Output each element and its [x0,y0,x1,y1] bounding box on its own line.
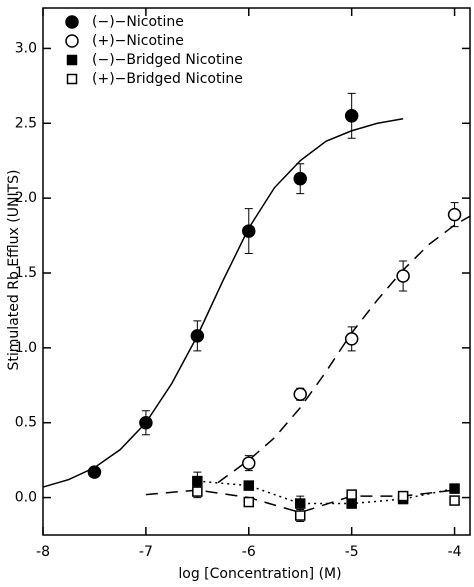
fit-curve [197,480,455,505]
y-tick-label: 1.0 [15,340,37,356]
x-tick-label: -8 [36,544,50,560]
fit-curve [217,215,471,484]
fit-curve [42,118,404,488]
point [447,207,462,222]
point [449,495,460,506]
point [190,329,205,343]
point [293,387,307,402]
point [293,171,307,186]
legend-label: (−)−Nicotine [92,14,184,30]
point [87,465,102,479]
legend-marker [65,34,79,48]
point [243,496,255,508]
x-tick-label: -7 [139,544,153,560]
y-tick-label: 2.0 [15,190,37,206]
x-tick-label: -5 [345,544,359,560]
y-tick-label: 3.0 [15,40,37,56]
y-tick-label: 0.0 [15,490,37,506]
y-tick-label: 0.5 [15,415,37,431]
point [344,332,359,346]
point [346,489,357,500]
point [192,475,203,487]
point [192,486,203,497]
point [346,498,357,509]
legend-label: (+)−Nicotine [92,33,184,49]
point [294,498,306,509]
x-tick-label: -6 [242,544,256,560]
legend-label: (+)−Bridged Nicotine [92,71,243,87]
y-axis-label: Stimulated Rb Efflux (UNITS) [6,170,22,371]
point [139,415,153,430]
legend-marker [66,73,78,85]
legend-label: (−)−Bridged Nicotine [92,52,243,68]
y-tick-label: 2.5 [15,115,37,131]
point [242,456,256,470]
legend-marker [65,15,79,29]
point [449,483,460,494]
point [242,224,256,238]
legend-marker [66,54,78,66]
point [396,269,410,283]
point [294,510,306,521]
point [397,490,409,502]
x-tick-label: -4 [448,544,462,560]
y-tick-label: 1.5 [15,265,37,281]
x-axis-label: log [Concentration] (M) [178,566,341,582]
point [243,480,255,491]
plot-frame [42,7,471,536]
point [344,109,359,123]
